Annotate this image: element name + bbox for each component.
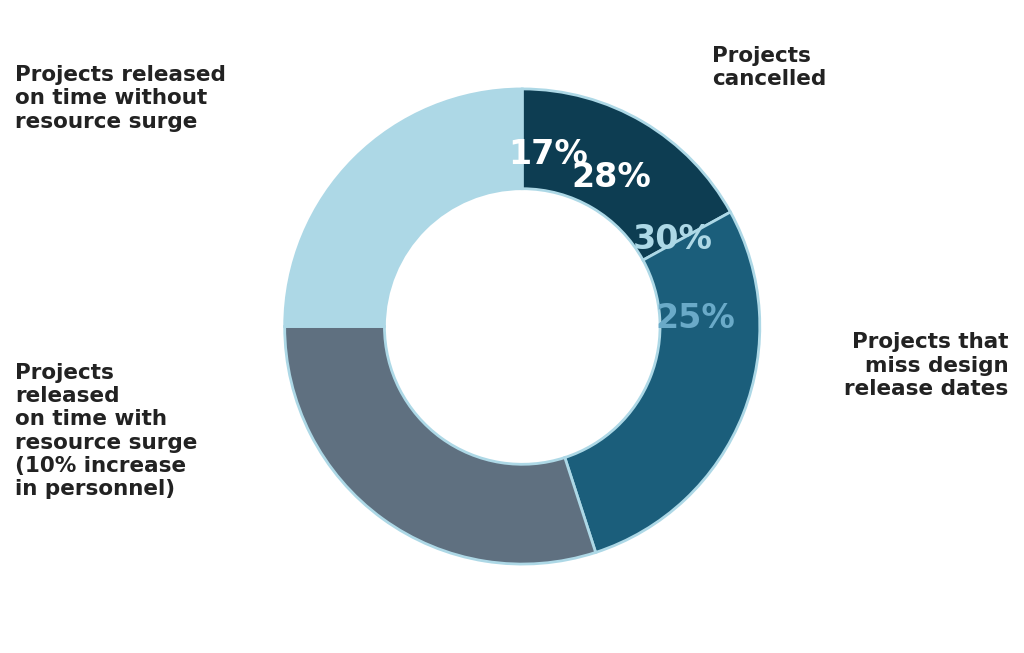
Wedge shape (565, 212, 760, 552)
Text: Projects released
on time without
resource surge: Projects released on time without resour… (15, 65, 226, 132)
Text: 28%: 28% (571, 161, 651, 195)
Wedge shape (285, 326, 596, 564)
Text: 17%: 17% (508, 138, 588, 172)
Text: 25%: 25% (655, 302, 735, 336)
Text: 30%: 30% (633, 223, 713, 256)
Text: Projects
cancelled: Projects cancelled (712, 46, 826, 89)
Text: Projects
released
on time with
resource surge
(10% increase
in personnel): Projects released on time with resource … (15, 363, 198, 499)
Wedge shape (285, 89, 522, 326)
Wedge shape (522, 89, 730, 260)
Text: Projects that
miss design
release dates: Projects that miss design release dates (845, 332, 1009, 399)
